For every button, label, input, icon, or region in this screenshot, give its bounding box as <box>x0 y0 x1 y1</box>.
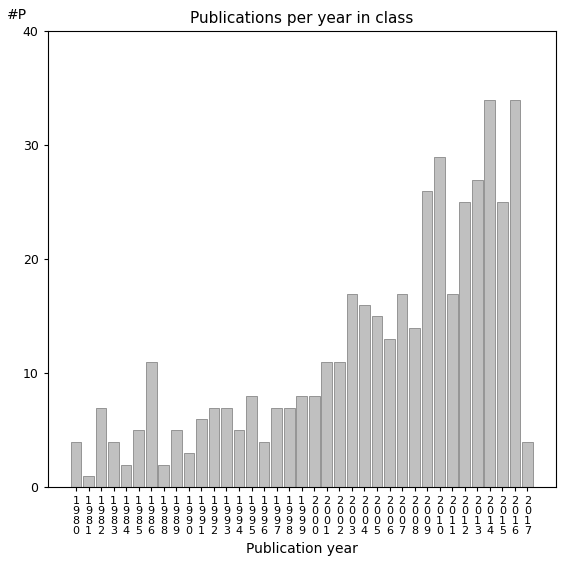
Bar <box>184 453 194 487</box>
Bar <box>346 294 357 487</box>
Bar <box>409 328 420 487</box>
Bar <box>484 100 495 487</box>
Bar <box>284 408 294 487</box>
Bar <box>434 157 445 487</box>
Bar <box>497 202 507 487</box>
Bar <box>221 408 232 487</box>
X-axis label: Publication year: Publication year <box>246 542 358 556</box>
Bar <box>447 294 458 487</box>
Bar <box>510 100 521 487</box>
Bar <box>297 396 307 487</box>
Bar <box>309 396 320 487</box>
Bar <box>146 362 156 487</box>
Bar <box>472 180 483 487</box>
Bar <box>271 408 282 487</box>
Bar <box>422 191 433 487</box>
Bar <box>108 442 119 487</box>
Y-axis label: #P: #P <box>7 9 27 22</box>
Bar <box>96 408 107 487</box>
Bar <box>83 476 94 487</box>
Bar <box>397 294 407 487</box>
Bar <box>209 408 219 487</box>
Bar <box>522 442 533 487</box>
Bar <box>158 464 169 487</box>
Bar <box>121 464 132 487</box>
Bar <box>71 442 81 487</box>
Bar <box>259 442 269 487</box>
Bar <box>384 339 395 487</box>
Title: Publications per year in class: Publications per year in class <box>190 11 413 26</box>
Bar <box>133 430 144 487</box>
Bar <box>234 430 244 487</box>
Bar <box>246 396 257 487</box>
Bar <box>321 362 332 487</box>
Bar <box>334 362 345 487</box>
Bar <box>371 316 382 487</box>
Bar <box>459 202 470 487</box>
Bar <box>359 305 370 487</box>
Bar <box>196 419 207 487</box>
Bar <box>171 430 181 487</box>
